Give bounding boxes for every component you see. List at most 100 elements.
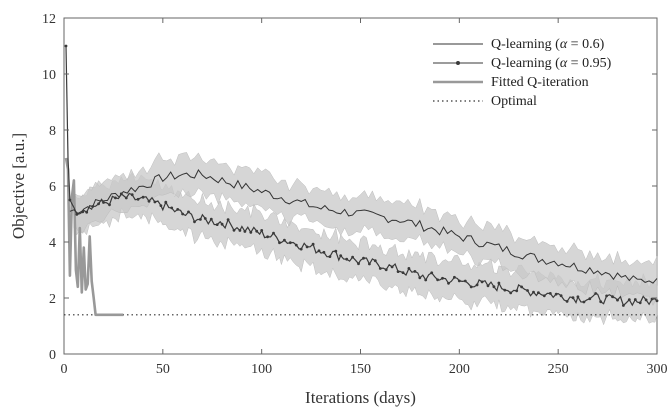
- q-learning-alpha-0-95-marker: [532, 290, 535, 294]
- legend-item: Q-learning (α = 0.6): [433, 37, 605, 52]
- q-learning-alpha-0-95-marker: [119, 192, 123, 196]
- q-learning-alpha-0-95-marker: [187, 210, 190, 214]
- q-learning-alpha-0-95-marker: [413, 270, 417, 273]
- q-learning-alpha-0-95-marker: [317, 249, 321, 253]
- q-learning-alpha-0-95-marker: [576, 295, 580, 299]
- q-learning-alpha-0-95-marker: [633, 298, 637, 301]
- series-lines: [64, 45, 658, 317]
- q-learning-alpha-0-95-marker: [322, 250, 326, 254]
- q-learning-alpha-0-95-marker: [565, 300, 569, 303]
- q-learning-alpha-0-95-marker: [605, 294, 608, 298]
- x-tick-label: 100: [251, 362, 272, 377]
- q-learning-alpha-0-95-marker: [559, 294, 563, 298]
- confidence-band-alpha-0-6: [73, 152, 658, 306]
- q-learning-alpha-0-95-marker: [199, 218, 202, 221]
- q-learning-alpha-0-95-marker: [164, 200, 168, 204]
- fitted-q-iteration-line: [64, 157, 124, 317]
- q-learning-alpha-0-95-marker: [542, 294, 546, 298]
- q-learning-alpha-0-95-marker: [390, 265, 394, 269]
- q-learning-alpha-0-95-marker: [68, 198, 72, 202]
- y-tick-label: 12: [42, 12, 56, 27]
- y-tick-label: 0: [49, 348, 56, 363]
- x-tick-label: 0: [61, 362, 68, 377]
- q-learning-alpha-0-6-line: [69, 169, 658, 284]
- q-learning-alpha-0-95-marker: [616, 298, 619, 302]
- q-learning-alpha-0-95-marker: [655, 299, 659, 303]
- q-learning-alpha-0-95-marker: [362, 256, 365, 260]
- q-learning-alpha-0-95-marker: [294, 243, 298, 247]
- q-learning-alpha-0-95-marker: [334, 249, 338, 253]
- q-learning-alpha-0-95-marker: [255, 229, 259, 233]
- series-markers: [64, 44, 659, 307]
- y-tick-label: 6: [49, 180, 56, 195]
- legend-label: Q-learning (α = 0.95): [491, 56, 612, 71]
- q-learning-alpha-0-95-marker: [486, 284, 490, 288]
- q-learning-alpha-0-95-marker: [260, 229, 264, 232]
- q-learning-alpha-0-95-marker: [509, 291, 513, 295]
- q-learning-alpha-0-95-marker: [373, 259, 377, 263]
- q-learning-alpha-0-95-line: [65, 45, 658, 307]
- legend-marker: [456, 61, 460, 65]
- q-learning-alpha-0-95-marker: [328, 255, 332, 258]
- q-learning-alpha-0-95-marker: [492, 285, 496, 289]
- q-learning-alpha-0-95-marker: [170, 206, 174, 210]
- q-learning-alpha-0-95-marker: [226, 218, 230, 222]
- legend-item: Q-learning (α = 0.95): [433, 56, 612, 71]
- q-learning-alpha-0-95-marker: [351, 255, 354, 259]
- q-learning-alpha-0-95-marker: [638, 301, 642, 305]
- confidence-band-alpha-0-95: [73, 172, 658, 326]
- q-learning-alpha-0-95-marker: [153, 200, 157, 204]
- q-learning-alpha-0-95-marker: [588, 297, 592, 301]
- q-learning-alpha-0-95-marker: [537, 291, 540, 294]
- q-learning-alpha-0-95-marker: [288, 241, 292, 245]
- q-learning-alpha-0-95-marker: [457, 279, 461, 283]
- q-learning-alpha-0-95-marker: [599, 300, 603, 304]
- q-learning-alpha-0-95-marker: [475, 283, 479, 287]
- q-learning-alpha-0-95-marker: [238, 229, 242, 232]
- q-learning-alpha-0-95-marker: [75, 213, 79, 216]
- q-learning-alpha-0-95-marker: [447, 281, 450, 285]
- q-learning-alpha-0-95-marker: [520, 285, 523, 289]
- q-learning-alpha-0-95-marker: [378, 267, 382, 270]
- q-learning-alpha-0-95-marker: [503, 288, 507, 292]
- x-tick-label: 300: [647, 362, 668, 377]
- q-learning-alpha-0-95-marker: [102, 201, 105, 204]
- q-learning-alpha-0-95-marker: [176, 208, 180, 211]
- legend-item: Optimal: [433, 94, 537, 109]
- q-learning-alpha-0-95-marker: [243, 230, 247, 233]
- q-learning-alpha-0-95-marker: [526, 289, 529, 292]
- q-learning-alpha-0-95-marker: [159, 204, 163, 208]
- y-tick-label: 10: [42, 68, 56, 83]
- q-learning-alpha-0-95-marker: [515, 289, 519, 293]
- q-learning-alpha-0-95-marker: [64, 44, 68, 48]
- y-tick-label: 2: [49, 292, 56, 307]
- q-learning-alpha-0-95-marker: [644, 298, 648, 302]
- q-learning-alpha-0-95-marker: [249, 231, 253, 234]
- confidence-bands: [73, 152, 658, 326]
- q-learning-alpha-0-95-marker: [283, 238, 286, 242]
- q-learning-alpha-0-95-marker: [401, 271, 405, 274]
- q-learning-alpha-0-95-marker: [203, 217, 207, 220]
- q-learning-alpha-0-95-marker: [407, 267, 411, 270]
- q-learning-alpha-0-95-marker: [215, 223, 219, 227]
- q-learning-alpha-0-95-marker: [480, 280, 484, 284]
- q-learning-alpha-0-95-marker: [305, 245, 309, 249]
- q-learning-alpha-0-95-marker: [384, 268, 388, 272]
- q-learning-alpha-0-95-marker: [124, 196, 128, 200]
- q-learning-alpha-0-95-marker: [424, 278, 428, 282]
- q-learning-alpha-0-95-marker: [345, 257, 349, 261]
- y-tick-label: 8: [49, 124, 56, 139]
- q-learning-alpha-0-95-marker: [548, 292, 552, 295]
- y-axis-title: Objective [a.u.]: [9, 133, 28, 239]
- q-learning-alpha-0-95-marker: [622, 304, 625, 307]
- q-learning-alpha-0-95-marker: [430, 271, 434, 275]
- q-learning-alpha-0-95-marker: [396, 270, 400, 273]
- x-tick-label: 50: [156, 362, 170, 377]
- q-learning-alpha-0-95-marker: [554, 292, 558, 296]
- q-learning-alpha-0-95-marker: [97, 202, 100, 206]
- x-tick-label: 150: [350, 362, 371, 377]
- q-learning-alpha-0-95-marker: [130, 193, 134, 197]
- q-learning-alpha-0-95-marker: [220, 222, 224, 226]
- q-learning-alpha-0-95-marker: [594, 292, 598, 295]
